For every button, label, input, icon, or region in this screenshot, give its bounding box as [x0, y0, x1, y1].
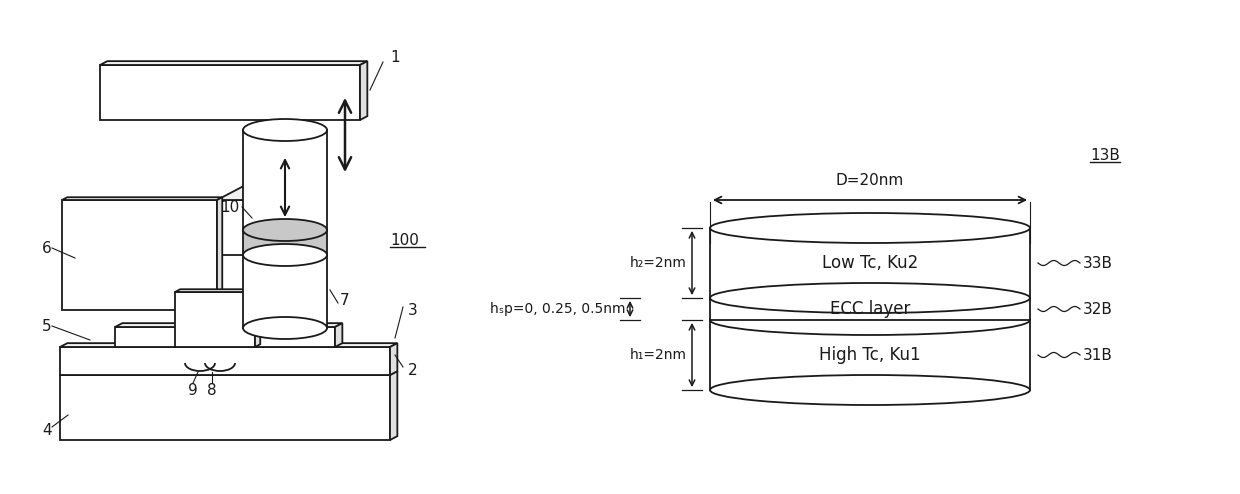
Ellipse shape — [243, 219, 327, 241]
Ellipse shape — [711, 283, 1030, 313]
Polygon shape — [391, 343, 397, 375]
Text: hₛp=0, 0.25, 0.5nm: hₛp=0, 0.25, 0.5nm — [490, 302, 625, 316]
Polygon shape — [360, 61, 367, 120]
Polygon shape — [711, 298, 1030, 320]
Text: 31B: 31B — [1083, 347, 1112, 363]
Polygon shape — [62, 197, 222, 200]
Text: 100: 100 — [391, 233, 419, 247]
Polygon shape — [115, 327, 335, 347]
Polygon shape — [175, 292, 255, 347]
Text: 32B: 32B — [1083, 301, 1112, 317]
Polygon shape — [711, 228, 1030, 298]
Polygon shape — [391, 371, 397, 440]
Text: 1: 1 — [391, 50, 399, 66]
Text: 13B: 13B — [1090, 148, 1120, 163]
Polygon shape — [243, 130, 327, 230]
Text: 2: 2 — [408, 363, 418, 377]
Text: 5: 5 — [42, 319, 52, 333]
Polygon shape — [100, 61, 367, 65]
Text: High Tc, Ku1: High Tc, Ku1 — [820, 346, 921, 364]
Text: 33B: 33B — [1083, 255, 1114, 271]
Polygon shape — [60, 343, 397, 347]
Polygon shape — [60, 371, 397, 375]
Polygon shape — [335, 323, 342, 347]
Text: ECC layer: ECC layer — [830, 300, 910, 318]
Polygon shape — [62, 200, 217, 310]
Polygon shape — [711, 320, 1030, 390]
Polygon shape — [115, 323, 342, 327]
Polygon shape — [255, 289, 260, 347]
Ellipse shape — [243, 119, 327, 141]
Text: 9: 9 — [188, 382, 198, 398]
Ellipse shape — [711, 213, 1030, 243]
Text: 4: 4 — [42, 422, 52, 438]
Polygon shape — [175, 289, 260, 292]
Polygon shape — [243, 230, 327, 255]
Text: Low Tc, Ku2: Low Tc, Ku2 — [822, 254, 918, 272]
Ellipse shape — [711, 305, 1030, 335]
Polygon shape — [217, 178, 308, 200]
Polygon shape — [100, 65, 360, 120]
Text: D=20nm: D=20nm — [836, 173, 904, 188]
Polygon shape — [265, 178, 308, 255]
Text: 10: 10 — [221, 200, 241, 214]
Polygon shape — [60, 375, 391, 440]
Polygon shape — [243, 255, 327, 328]
Text: 8: 8 — [207, 382, 217, 398]
Ellipse shape — [711, 375, 1030, 405]
Ellipse shape — [243, 317, 327, 339]
Text: h₁=2nm: h₁=2nm — [630, 348, 687, 362]
Ellipse shape — [243, 244, 327, 266]
Polygon shape — [217, 200, 265, 255]
Polygon shape — [217, 197, 222, 310]
Text: h₂=2nm: h₂=2nm — [630, 256, 687, 270]
Text: 6: 6 — [42, 241, 52, 255]
Text: 3: 3 — [408, 302, 418, 318]
Text: 7: 7 — [340, 292, 350, 307]
Polygon shape — [60, 347, 391, 375]
